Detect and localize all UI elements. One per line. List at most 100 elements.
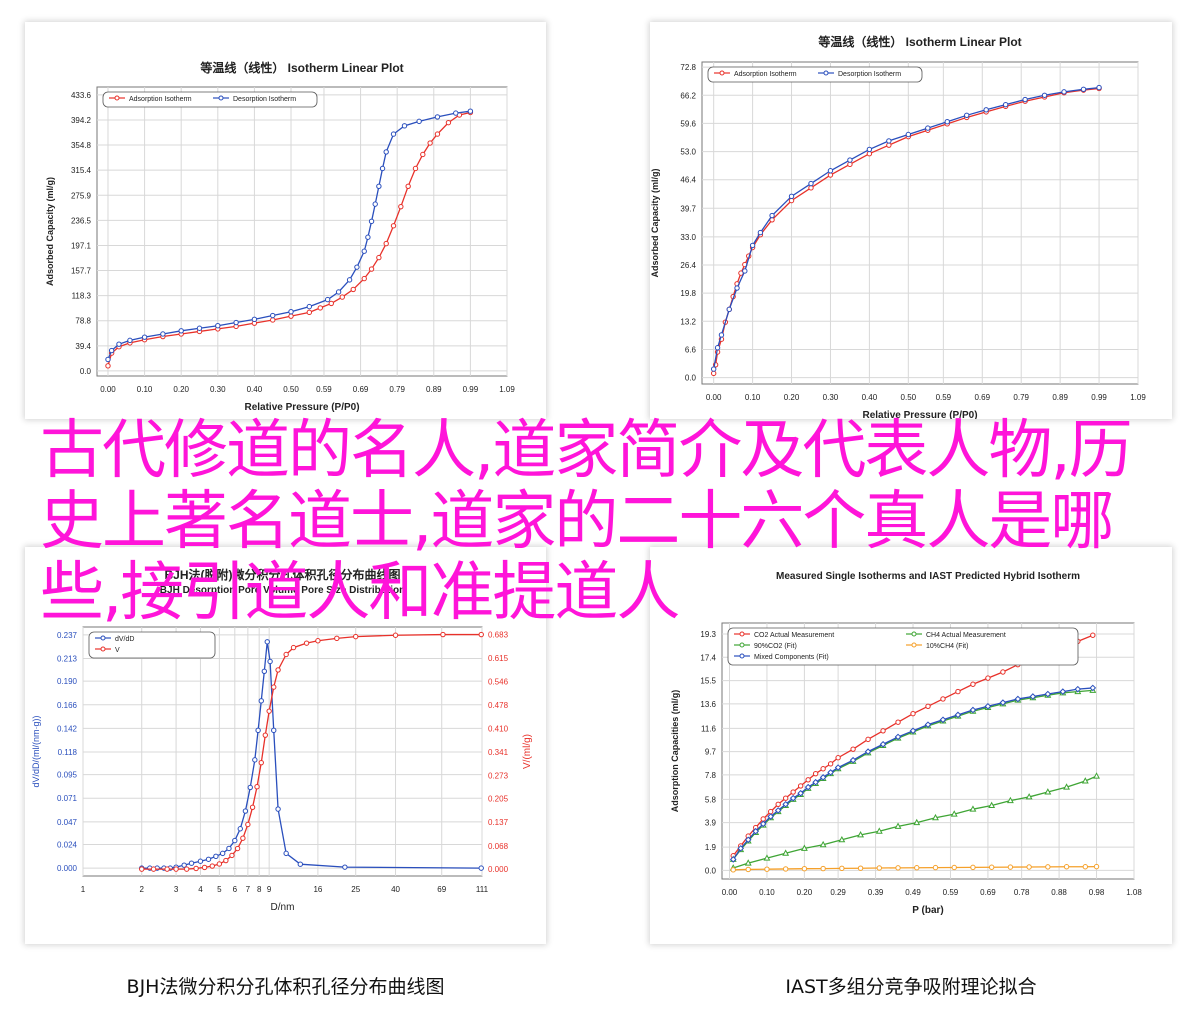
data-point	[737, 845, 745, 852]
data-point	[729, 856, 737, 863]
data-point	[315, 638, 321, 644]
data-point	[827, 172, 834, 178]
data-point	[1022, 96, 1028, 103]
x-tick-label: 0.79	[1013, 393, 1029, 402]
x-axis-label: Relative Pressure (P/P0)	[244, 402, 359, 413]
data-point	[237, 826, 243, 832]
data-point	[718, 332, 725, 338]
data-point	[880, 728, 886, 734]
data-point	[827, 769, 834, 776]
data-point	[317, 305, 324, 311]
data-point	[275, 806, 281, 812]
data-point	[1093, 772, 1100, 779]
x-tick-label: 0.88	[1051, 888, 1067, 897]
y-axis-label: Adsorbed Capacity (ml/g)	[45, 177, 55, 286]
data-point	[434, 114, 441, 120]
data-point	[1045, 864, 1051, 870]
data-point	[742, 268, 748, 274]
x-tick-label: 16	[313, 885, 322, 894]
data-point	[955, 688, 961, 695]
data-point	[361, 275, 367, 282]
data-point	[283, 651, 289, 658]
y-tick-label: 46.4	[680, 176, 696, 185]
x-tick-label: 0.29	[830, 888, 846, 897]
x-tick-label: 69	[437, 885, 446, 894]
y-axis-label: Adsorption Capacities (ml/g)	[670, 690, 680, 813]
y-tick-label: 13.6	[700, 700, 716, 709]
x-tick-label: 1	[81, 885, 86, 894]
x-tick-label: 2	[139, 885, 144, 894]
y-tick-label: 0.0	[685, 374, 697, 383]
x-tick-label: 0.39	[868, 888, 884, 897]
y-tick-label: 1.9	[705, 843, 717, 852]
legend-box	[707, 66, 923, 83]
data-point	[353, 633, 359, 640]
y-tick-label: 315.4	[71, 166, 92, 175]
caption-bjh: BJH法微分积分孔体积孔径分布曲线图	[126, 976, 445, 998]
data-point	[440, 631, 446, 638]
data-point	[805, 777, 811, 783]
data-point	[383, 240, 389, 247]
data-point	[290, 644, 297, 651]
data-point	[1093, 863, 1100, 870]
data-point	[232, 837, 238, 844]
data-point	[1090, 632, 1096, 638]
data-point	[334, 635, 340, 642]
data-point	[398, 203, 404, 210]
legend-label: CH4 Actual Measurement	[926, 632, 1006, 639]
legend-marker	[218, 95, 224, 101]
data-point	[328, 300, 334, 307]
data-point	[925, 125, 931, 131]
y2-tick-label: 0.615	[488, 654, 509, 663]
data-point	[905, 131, 912, 138]
data-point	[710, 370, 717, 377]
x-tick-label: 0.78	[1014, 888, 1030, 897]
plot-area	[721, 622, 1135, 880]
chart-title: Measured Single Isotherms and IAST Predi…	[776, 571, 1080, 582]
y-tick-label: 0.166	[57, 701, 78, 710]
data-point	[749, 242, 756, 249]
y-tick-label: 17.4	[700, 653, 716, 662]
isotherm-linear-plot-2: 等温线（线性） Isotherm Linear Plot 0.0 6.6 13.2 19…	[650, 34, 1146, 419]
y2-tick-label: 0.273	[488, 771, 509, 780]
x-tick-label: 0.89	[1052, 393, 1068, 402]
x-axis-label: Relative Pressure (P/P0)	[862, 410, 977, 419]
data-point	[857, 865, 864, 871]
data-point	[850, 746, 856, 752]
data-point	[797, 789, 804, 797]
x-tick-label: 6	[233, 885, 238, 894]
data-point	[193, 865, 199, 872]
data-point	[229, 852, 235, 859]
data-point	[866, 150, 873, 157]
data-point	[951, 864, 957, 871]
x-tick-label: 0.79	[389, 385, 405, 394]
series-line	[713, 86, 1100, 370]
legend-marker	[719, 70, 725, 76]
data-point	[812, 778, 819, 786]
data-point	[201, 864, 208, 871]
y-tick-label: 0.0	[705, 866, 717, 875]
legend-box	[88, 631, 216, 659]
legend-marker	[739, 631, 745, 637]
data-point	[847, 157, 853, 163]
data-point	[219, 850, 226, 857]
legend-label: Adsorption Isotherm	[734, 71, 797, 78]
data-point	[790, 789, 796, 795]
legend-marker	[911, 631, 917, 637]
data-point	[339, 294, 345, 300]
legend-label: V	[115, 647, 120, 654]
y-tick-label: 433.6	[71, 91, 92, 100]
data-point	[188, 860, 195, 866]
legend-box	[102, 91, 318, 108]
data-point	[262, 732, 269, 738]
data-point	[178, 328, 184, 334]
data-point	[932, 813, 939, 821]
data-point	[782, 795, 789, 801]
data-point	[1025, 793, 1033, 800]
y-tick-label: 9.7	[705, 748, 717, 757]
data-point	[242, 808, 249, 814]
legend-label: Mixed Components (Fit)	[754, 654, 829, 661]
x-tick-label: 0.00	[706, 393, 722, 402]
data-point	[416, 118, 422, 125]
data-point	[839, 865, 845, 872]
